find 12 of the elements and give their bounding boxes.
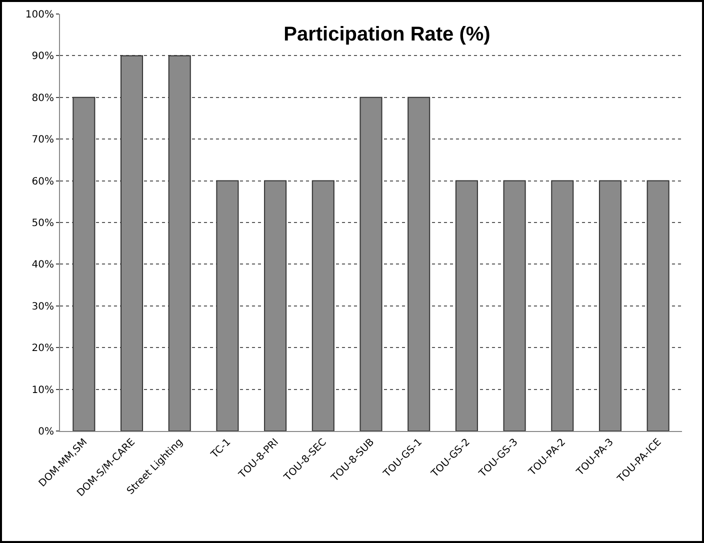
y-tick-label: 80%: [32, 92, 54, 104]
y-tick-label: 90%: [32, 51, 54, 62]
y-tick-label: 30%: [32, 301, 54, 312]
y-tick-label: 20%: [32, 343, 54, 354]
y-tick-label: 50%: [32, 218, 54, 229]
y-tick-label: 60%: [32, 176, 54, 188]
y-tick-label: 40%: [32, 260, 54, 271]
y-tick-label: 70%: [32, 134, 54, 146]
text: Participation Rate (%): [284, 23, 490, 46]
y-tick-label: 100%: [25, 10, 54, 20]
y-tick-label: 10%: [32, 384, 54, 396]
y-tick-label: 0%: [38, 426, 54, 438]
